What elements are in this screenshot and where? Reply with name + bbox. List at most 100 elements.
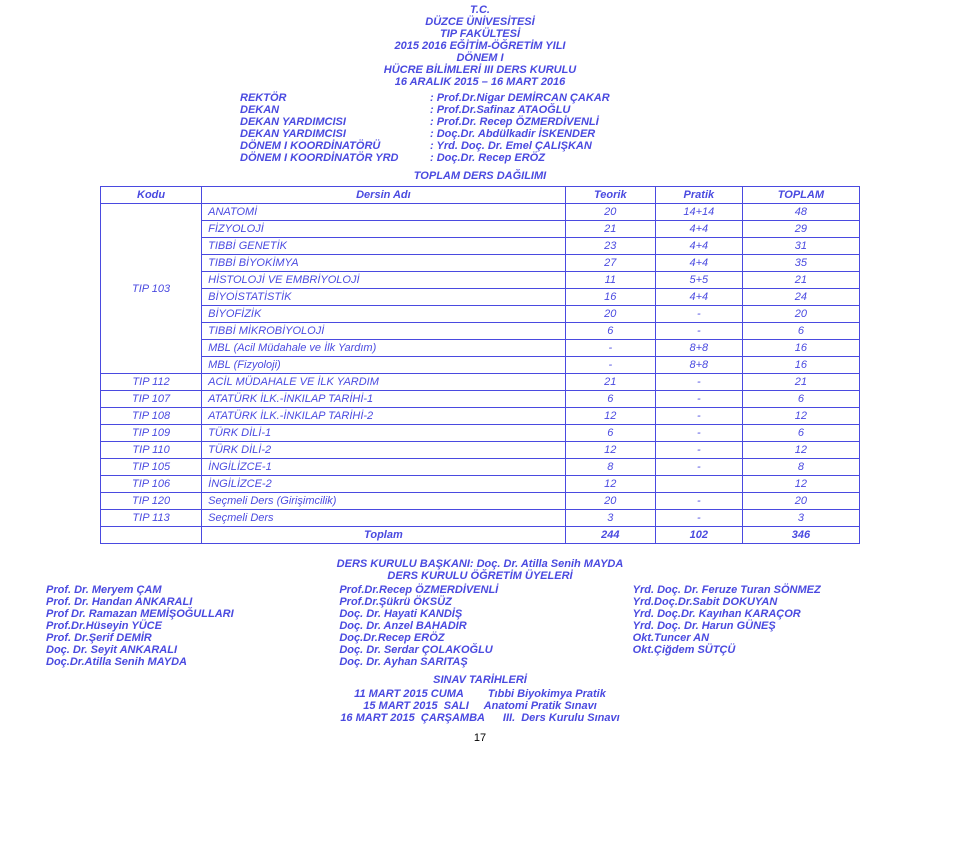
committee-member: Prof Dr. Ramazan MEMİŞOĞULLARI	[46, 608, 327, 620]
value-cell: 21	[565, 374, 655, 391]
value-cell: -	[655, 459, 742, 476]
value-cell: 21	[565, 221, 655, 238]
committee-member: Doç. Dr. Seyit ANKARALI	[46, 644, 327, 656]
value-cell: -	[655, 306, 742, 323]
course-name-cell: MBL (Acil Müdahale ve İlk Yardım)	[202, 340, 566, 357]
total-row: Toplam244102346	[101, 527, 860, 544]
committee-column: Yrd. Doç. Dr. Feruze Turan SÖNMEZYrd.Doç…	[627, 584, 920, 668]
value-cell: -	[655, 374, 742, 391]
course-name-cell: TIBBİ BİYOKİMYA	[202, 255, 566, 272]
committee-member: Prof.Dr.Recep ÖZMERDİVENLİ	[339, 584, 620, 596]
committee-member: Prof.Dr.Şükrü ÖKSÜZ	[339, 596, 620, 608]
col-code: Kodu	[101, 187, 202, 204]
admin-value: : Prof.Dr.Nigar DEMİRCAN ÇAKAR	[430, 92, 610, 104]
committee-chair: DERS KURULU BAŞKANI: Doç. Dr. Atilla Sen…	[40, 558, 920, 570]
committee-member: Prof. Dr.Şerif DEMİR	[46, 632, 327, 644]
committee-member: Okt.Tuncer AN	[633, 632, 914, 644]
total-value: 244	[565, 527, 655, 544]
course-name-cell: ATATÜRK İLK.-İNKILAP TARİHİ-1	[202, 391, 566, 408]
value-cell: 14+14	[655, 204, 742, 221]
admin-label: DEKAN YARDIMCISI	[240, 128, 430, 140]
code-cell: TIP 106	[101, 476, 202, 493]
col-practical: Pratik	[655, 187, 742, 204]
table-row: TIBBİ BİYOKİMYA274+435	[101, 255, 860, 272]
committee-member: Doç. Dr. Serdar ÇOLAKOĞLU	[339, 644, 620, 656]
exam-row: 16 MART 2015 ÇARŞAMBA III. Ders Kurulu S…	[40, 712, 920, 724]
table-row: BİYOFİZİK20-20	[101, 306, 860, 323]
course-name-cell: Seçmeli Ders (Girişimcilik)	[202, 493, 566, 510]
committee-member: Doç. Dr. Hayati KANDİŞ	[339, 608, 620, 620]
header-line: 16 ARALIK 2015 – 16 MART 2016	[40, 76, 920, 88]
value-cell: -	[565, 340, 655, 357]
committee-member: Doç.Dr.Atilla Senih MAYDA	[46, 656, 327, 668]
admin-row: DEKAN: Prof.Dr.Safinaz ATAOĞLU	[240, 104, 920, 116]
committee-member: Doç. Dr. Anzel BAHADIR	[339, 620, 620, 632]
table-row: TIP 106İNGİLİZCE-21212	[101, 476, 860, 493]
table-row: TIP 120Seçmeli Ders (Girişimcilik)20-20	[101, 493, 860, 510]
value-cell: 6	[742, 391, 859, 408]
value-cell: 16	[742, 340, 859, 357]
admin-label: DEKAN	[240, 104, 430, 116]
page-number: 17	[40, 732, 920, 744]
value-cell: -	[655, 425, 742, 442]
code-cell: TIP 108	[101, 408, 202, 425]
course-name-cell: TÜRK DİLİ-2	[202, 442, 566, 459]
value-cell: 48	[742, 204, 859, 221]
code-cell: TIP 110	[101, 442, 202, 459]
admin-value: : Prof.Dr. Recep ÖZMERDİVENLİ	[430, 116, 599, 128]
header-line: DÖNEM I	[40, 52, 920, 64]
value-cell: 27	[565, 255, 655, 272]
value-cell: -	[655, 510, 742, 527]
admin-value: : Yrd. Doç. Dr. Emel ÇALIŞKAN	[430, 140, 592, 152]
table-row: BİYOİSTATİSTİK164+424	[101, 289, 860, 306]
course-name-cell: ANATOMİ	[202, 204, 566, 221]
course-name-cell: TIBBİ GENETİK	[202, 238, 566, 255]
code-cell: TIP 113	[101, 510, 202, 527]
committee-member: Prof.Dr.Hüseyin YÜCE	[46, 620, 327, 632]
admin-label: DÖNEM I KOORDİNATÖR YRD	[240, 152, 430, 164]
value-cell: 24	[742, 289, 859, 306]
value-cell: 20	[565, 493, 655, 510]
value-cell: 4+4	[655, 238, 742, 255]
committee-member: Doç.Dr.Recep ERÖZ	[339, 632, 620, 644]
course-name-cell: İNGİLİZCE-2	[202, 476, 566, 493]
header-line: T.C.	[40, 4, 920, 16]
total-value: 102	[655, 527, 742, 544]
code-cell: TIP 105	[101, 459, 202, 476]
admin-label: REKTÖR	[240, 92, 430, 104]
course-name-cell: ACİL MÜDAHALE VE İLK YARDIM	[202, 374, 566, 391]
admin-label: DÖNEM I KOORDİNATÖRÜ	[240, 140, 430, 152]
code-cell: TIP 120	[101, 493, 202, 510]
admin-value: : Doç.Dr. Recep ERÖZ	[430, 152, 545, 164]
value-cell: 8	[565, 459, 655, 476]
code-cell: TIP 112	[101, 374, 202, 391]
value-cell: 31	[742, 238, 859, 255]
value-cell: 20	[565, 306, 655, 323]
total-value: 346	[742, 527, 859, 544]
value-cell: 16	[742, 357, 859, 374]
table-row: TIBBİ MİKROBİYOLOJİ6-6	[101, 323, 860, 340]
col-total: TOPLAM	[742, 187, 859, 204]
value-cell: 12	[565, 442, 655, 459]
exam-title: SINAV TARİHLERİ	[40, 674, 920, 686]
table-row: TIP 107ATATÜRK İLK.-İNKILAP TARİHİ-16-6	[101, 391, 860, 408]
table-row: MBL (Acil Müdahale ve İlk Yardım)-8+816	[101, 340, 860, 357]
table-row: TIP 108ATATÜRK İLK.-İNKILAP TARİHİ-212-1…	[101, 408, 860, 425]
value-cell: 4+4	[655, 221, 742, 238]
value-cell: 23	[565, 238, 655, 255]
header-line: 2015 2016 EĞİTİM-ÖĞRETİM YILI	[40, 40, 920, 52]
value-cell: 35	[742, 255, 859, 272]
table-row: TIP 105İNGİLİZCE-18-8	[101, 459, 860, 476]
committee-member: Prof. Dr. Handan ANKARALI	[46, 596, 327, 608]
document-header: T.C. DÜZCE ÜNİVESİTESİ TIP FAKÜLTESİ 201…	[40, 4, 920, 88]
committee-members-title: DERS KURULU ÖĞRETİM ÜYELERİ	[40, 570, 920, 582]
course-name-cell: TIBBİ MİKROBİYOLOJİ	[202, 323, 566, 340]
admin-label: DEKAN YARDIMCISI	[240, 116, 430, 128]
value-cell: 6	[565, 391, 655, 408]
committee-column: Prof.Dr.Recep ÖZMERDİVENLİProf.Dr.Şükrü …	[333, 584, 626, 668]
table-row: TIP 110TÜRK DİLİ-212-12	[101, 442, 860, 459]
table-row: TIBBİ GENETİK234+431	[101, 238, 860, 255]
committee-member: Yrd. Doç.Dr. Kayıhan KARAÇOR	[633, 608, 914, 620]
value-cell	[655, 476, 742, 493]
value-cell: 12	[742, 442, 859, 459]
